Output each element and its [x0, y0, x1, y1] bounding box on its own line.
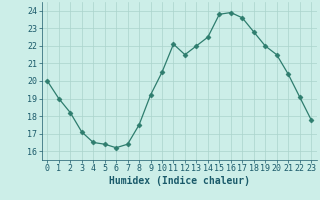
- X-axis label: Humidex (Indice chaleur): Humidex (Indice chaleur): [109, 176, 250, 186]
